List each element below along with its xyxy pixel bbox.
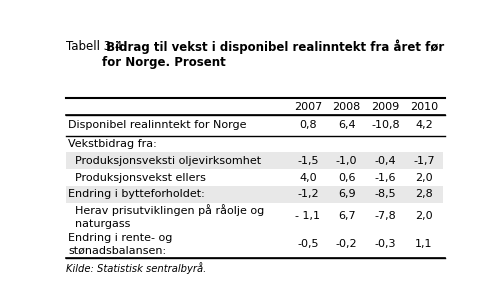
Text: -1,6: -1,6 (375, 172, 396, 182)
Text: -10,8: -10,8 (371, 120, 400, 130)
Text: 6,7: 6,7 (338, 211, 355, 221)
Bar (66, 186, 443, 203)
Text: 2007: 2007 (294, 102, 322, 112)
Text: -0,5: -0,5 (297, 239, 319, 249)
Text: Kilde: Statistisk sentralbyrå.: Kilde: Statistisk sentralbyrå. (66, 262, 207, 274)
Text: -0,3: -0,3 (375, 239, 396, 249)
Text: - 1,1: - 1,1 (295, 211, 320, 221)
Text: -1,0: -1,0 (336, 156, 357, 166)
Text: -1,7: -1,7 (413, 156, 435, 166)
Text: 6,9: 6,9 (338, 189, 355, 199)
Text: Tabell 3.4.: Tabell 3.4. (66, 40, 126, 53)
Text: Endring i bytteforholdet:: Endring i bytteforholdet: (68, 189, 205, 199)
Text: Endring i rente- og
stønadsbalansen:: Endring i rente- og stønadsbalansen: (68, 233, 173, 255)
Text: Produksjonsveksti oljevirksomhet: Produksjonsveksti oljevirksomhet (68, 156, 261, 166)
Text: -1,2: -1,2 (297, 189, 319, 199)
Text: 2,8: 2,8 (415, 189, 433, 199)
Text: -0,4: -0,4 (374, 156, 396, 166)
Text: Herav prisutviklingen på råolje og
  naturgass: Herav prisutviklingen på råolje og natur… (68, 204, 264, 229)
Text: Produksjonsvekst ellers: Produksjonsvekst ellers (68, 172, 206, 182)
Text: 2008: 2008 (332, 102, 361, 112)
Text: 4,0: 4,0 (299, 172, 317, 182)
Text: 0,8: 0,8 (299, 120, 317, 130)
Text: 2,0: 2,0 (415, 172, 433, 182)
Text: Bidrag til vekst i disponibel realinntekt fra året før
for Norge. Prosent: Bidrag til vekst i disponibel realinntek… (102, 40, 444, 69)
Text: 4,2: 4,2 (415, 120, 433, 130)
Text: 1,1: 1,1 (415, 239, 433, 249)
Text: Vekstbidrag fra:: Vekstbidrag fra: (68, 139, 157, 149)
Text: 6,4: 6,4 (338, 120, 355, 130)
Text: 0,6: 0,6 (338, 172, 355, 182)
Text: -1,5: -1,5 (297, 156, 319, 166)
Text: -8,5: -8,5 (374, 189, 396, 199)
Text: Disponibel realinntekt for Norge: Disponibel realinntekt for Norge (68, 120, 247, 130)
Text: 2010: 2010 (410, 102, 438, 112)
Bar (66, 152, 443, 169)
Text: -7,8: -7,8 (374, 211, 396, 221)
Text: 2009: 2009 (371, 102, 399, 112)
Text: -0,2: -0,2 (336, 239, 357, 249)
Text: 2,0: 2,0 (415, 211, 433, 221)
